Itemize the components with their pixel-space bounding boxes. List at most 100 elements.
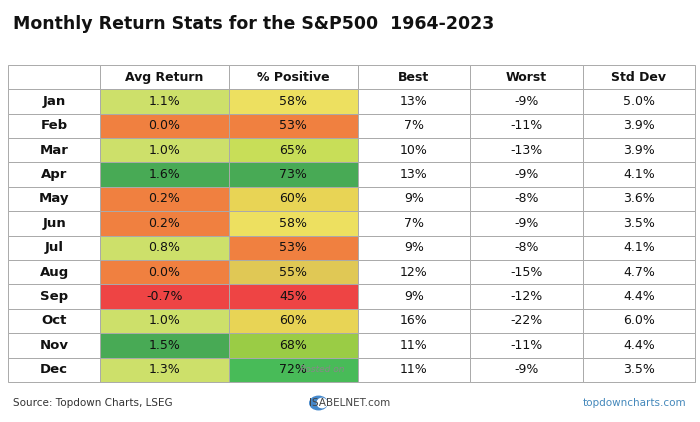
Text: Best: Best [398,71,429,84]
Bar [8,138,100,162]
Bar [358,187,470,211]
Text: 6.0%: 6.0% [623,314,654,327]
Text: -9%: -9% [514,95,538,108]
Bar [358,333,470,357]
Bar [100,187,229,211]
Text: 9%: 9% [404,290,424,303]
Text: 10%: 10% [400,143,428,157]
Bar [470,138,582,162]
Text: May: May [39,192,69,206]
Text: 58%: 58% [279,217,307,230]
Text: Jul: Jul [45,241,64,254]
Bar [470,114,582,138]
Bar [358,235,470,260]
Bar [8,114,100,138]
Bar [470,211,582,235]
Bar [8,235,100,260]
Text: 9%: 9% [404,241,424,254]
Bar [8,260,100,284]
Bar [358,65,470,89]
Bar [229,65,358,89]
Bar [358,260,470,284]
Text: -8%: -8% [514,241,538,254]
Bar [8,284,100,309]
Text: 0.0%: 0.0% [148,119,181,132]
Text: -9%: -9% [514,363,538,376]
Bar [8,65,100,89]
Text: -0.7%: -0.7% [146,290,183,303]
Text: 12%: 12% [400,265,428,279]
Text: -11%: -11% [510,119,542,132]
Text: 0.2%: 0.2% [148,217,181,230]
Bar [229,260,358,284]
Text: 13%: 13% [400,95,428,108]
Text: 1.0%: 1.0% [148,314,181,327]
Text: Monthly Return Stats for the S&P500  1964-2023: Monthly Return Stats for the S&P500 1964… [13,15,494,33]
Text: -12%: -12% [510,290,542,303]
Text: 45%: 45% [279,290,307,303]
Text: 53%: 53% [279,241,307,254]
Bar [229,284,358,309]
Bar [582,284,695,309]
Text: 72%: 72% [279,363,307,376]
Text: 4.1%: 4.1% [623,241,654,254]
Bar [582,235,695,260]
Bar [470,357,582,382]
Bar [582,114,695,138]
Text: 3.9%: 3.9% [623,119,654,132]
Bar [470,162,582,187]
Text: 4.7%: 4.7% [623,265,654,279]
Text: topdowncharts.com: topdowncharts.com [582,398,686,408]
Text: Std Dev: Std Dev [611,71,666,84]
Text: 1.1%: 1.1% [148,95,180,108]
Bar [470,65,582,89]
Bar [470,333,582,357]
Text: 3.9%: 3.9% [623,143,654,157]
Text: 58%: 58% [279,95,307,108]
Bar [100,333,229,357]
Text: Dec: Dec [40,363,68,376]
Text: 11%: 11% [400,339,428,352]
Bar [8,89,100,114]
Text: 4.1%: 4.1% [623,168,654,181]
Bar [100,138,229,162]
Text: Source: Topdown Charts, LSEG: Source: Topdown Charts, LSEG [13,398,172,408]
Bar [470,89,582,114]
Text: 68%: 68% [279,339,307,352]
Text: 7%: 7% [404,119,424,132]
Bar [470,187,582,211]
Text: 9%: 9% [404,192,424,206]
Bar [8,357,100,382]
Bar [229,333,358,357]
Text: -11%: -11% [510,339,542,352]
Text: Avg Return: Avg Return [125,71,204,84]
Ellipse shape [309,396,328,410]
Text: 3.5%: 3.5% [623,363,654,376]
Bar [582,357,695,382]
Bar [582,260,695,284]
Bar [229,309,358,333]
Text: Nov: Nov [40,339,69,352]
Bar [8,309,100,333]
Text: -13%: -13% [510,143,542,157]
Ellipse shape [317,398,327,408]
Text: Jun: Jun [42,217,66,230]
Text: % Positive: % Positive [257,71,330,84]
Bar [8,162,100,187]
Text: 5.0%: 5.0% [623,95,654,108]
Text: 4.4%: 4.4% [623,339,654,352]
Text: Aug: Aug [40,265,69,279]
Bar [100,357,229,382]
Text: Mar: Mar [40,143,69,157]
Text: 0.2%: 0.2% [148,192,181,206]
Bar [100,89,229,114]
Bar [229,357,358,382]
Text: Oct: Oct [41,314,67,327]
Text: ISABELNET.com: ISABELNET.com [309,398,391,408]
Bar [229,89,358,114]
Text: 0.8%: 0.8% [148,241,181,254]
Bar [358,138,470,162]
Text: 60%: 60% [279,192,307,206]
Text: -22%: -22% [510,314,542,327]
Text: Worst: Worst [506,71,547,84]
